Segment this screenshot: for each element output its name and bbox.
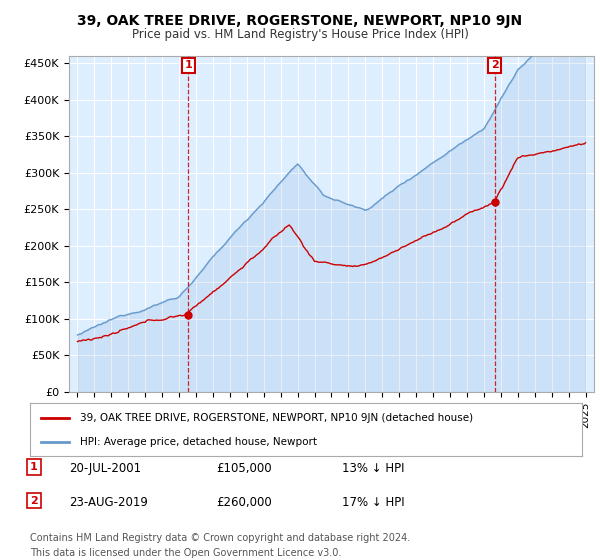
Text: This data is licensed under the Open Government Licence v3.0.: This data is licensed under the Open Gov… (30, 548, 341, 558)
Text: 2: 2 (491, 60, 499, 71)
Text: 39, OAK TREE DRIVE, ROGERSTONE, NEWPORT, NP10 9JN (detached house): 39, OAK TREE DRIVE, ROGERSTONE, NEWPORT,… (80, 413, 473, 423)
Text: Contains HM Land Registry data © Crown copyright and database right 2024.: Contains HM Land Registry data © Crown c… (30, 533, 410, 543)
Text: 1: 1 (184, 60, 192, 71)
Text: 1: 1 (30, 462, 38, 472)
Text: £260,000: £260,000 (216, 496, 272, 508)
Text: 20-JUL-2001: 20-JUL-2001 (69, 462, 141, 475)
Text: 17% ↓ HPI: 17% ↓ HPI (342, 496, 404, 508)
Text: £105,000: £105,000 (216, 462, 272, 475)
Text: 23-AUG-2019: 23-AUG-2019 (69, 496, 148, 508)
Text: Price paid vs. HM Land Registry's House Price Index (HPI): Price paid vs. HM Land Registry's House … (131, 28, 469, 41)
Text: HPI: Average price, detached house, Newport: HPI: Average price, detached house, Newp… (80, 437, 317, 447)
Text: 39, OAK TREE DRIVE, ROGERSTONE, NEWPORT, NP10 9JN: 39, OAK TREE DRIVE, ROGERSTONE, NEWPORT,… (77, 14, 523, 28)
Text: 13% ↓ HPI: 13% ↓ HPI (342, 462, 404, 475)
Text: 2: 2 (30, 496, 38, 506)
